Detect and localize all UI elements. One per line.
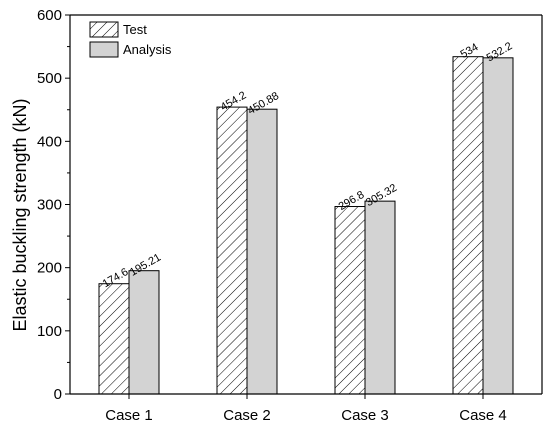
x-tick-label: Case 2	[223, 407, 271, 424]
y-tick-label: 200	[37, 260, 62, 277]
legend-swatch-analysis	[89, 41, 119, 58]
y-tick-label: 400	[37, 133, 62, 150]
bar-analysis-4	[482, 57, 514, 395]
legend-swatch-test	[89, 21, 119, 38]
y-tick-label: 300	[37, 197, 62, 214]
y-tick-label: 500	[37, 70, 62, 87]
legend-label-test: Test	[123, 22, 147, 37]
bar-analysis-1	[128, 270, 160, 395]
y-tick-label: 0	[54, 386, 62, 403]
legend: Test Analysis	[89, 21, 172, 58]
x-tick-label: Case 4	[459, 407, 507, 424]
y-tick-label: 100	[37, 323, 62, 340]
bar-test-1	[98, 283, 130, 395]
y-axis-label: Elastic buckling strength (kN)	[10, 98, 30, 331]
bar-analysis-3	[364, 200, 396, 395]
bar-analysis-2	[246, 108, 278, 395]
bar-test-4	[452, 56, 484, 395]
x-tick-label: Case 1	[105, 407, 153, 424]
bar-test-2	[216, 106, 248, 395]
bar-test-3	[334, 206, 366, 395]
legend-label-analysis: Analysis	[123, 42, 172, 57]
y-tick-label: 600	[37, 7, 62, 24]
x-tick-label: Case 3	[341, 407, 389, 424]
